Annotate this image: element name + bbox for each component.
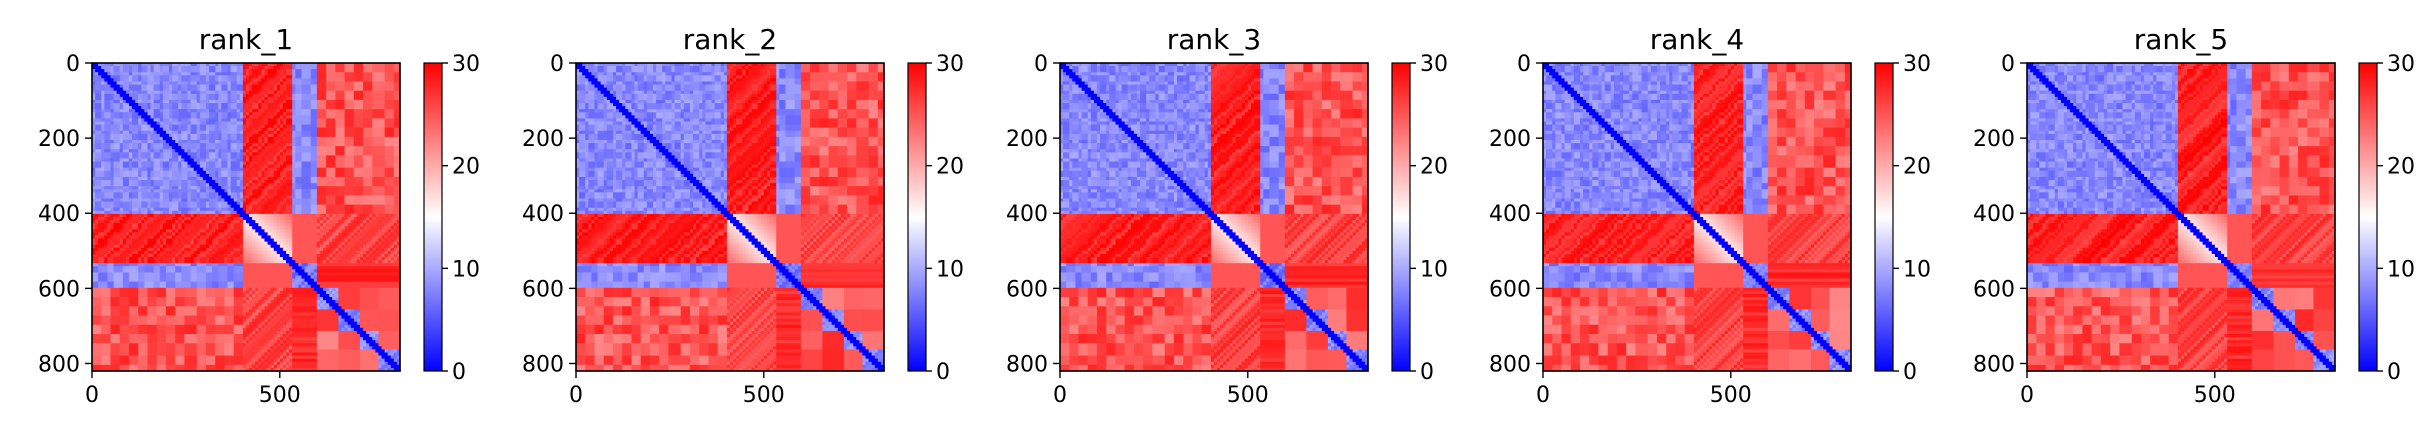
heatmap-cells: [92, 63, 401, 372]
